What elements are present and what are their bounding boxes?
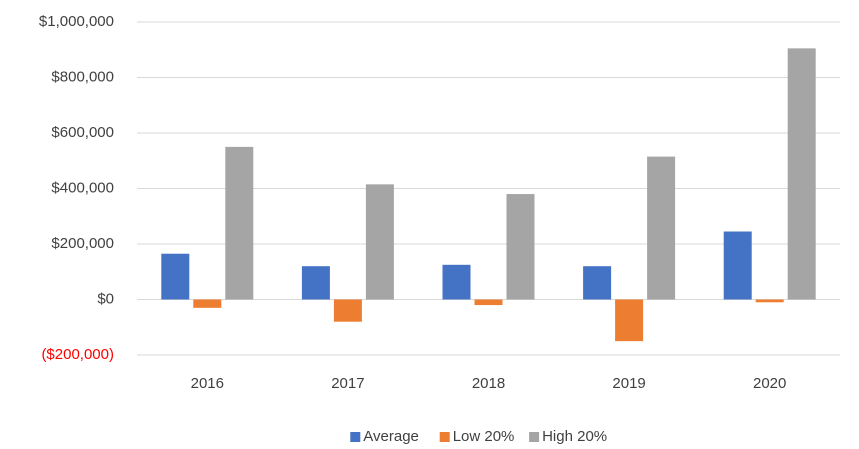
bar — [442, 264, 471, 300]
bar — [615, 299, 644, 342]
bar — [161, 253, 190, 300]
bar — [474, 299, 503, 306]
y-tick-label: $200,000 — [51, 235, 114, 252]
legend-label: Low 20% — [453, 428, 515, 445]
bar — [647, 156, 676, 300]
x-tick-label: 2018 — [472, 375, 505, 392]
legend-label: High 20% — [542, 428, 607, 445]
bar — [365, 184, 394, 300]
bar — [787, 48, 816, 300]
x-tick-label: 2020 — [753, 375, 786, 392]
bar — [506, 194, 535, 300]
bar — [333, 299, 362, 322]
bar — [301, 266, 330, 300]
bar — [225, 146, 254, 300]
x-tick-label: 2019 — [612, 375, 645, 392]
y-tick-label: $800,000 — [51, 68, 114, 85]
y-tick-label: $400,000 — [51, 179, 114, 196]
bar — [755, 299, 784, 303]
y-tick-label: $0 — [97, 290, 114, 307]
legend-swatch — [529, 432, 540, 442]
x-tick-label: 2016 — [191, 375, 224, 392]
legend-label: Average — [363, 428, 419, 445]
y-tick-label: ($200,000) — [41, 346, 114, 363]
legend-swatch — [350, 432, 361, 442]
bar — [583, 266, 612, 300]
x-tick-label: 2017 — [331, 375, 364, 392]
y-tick-label: $600,000 — [51, 124, 114, 141]
bar — [723, 231, 752, 300]
y-tick-label: $1,000,000 — [39, 13, 114, 30]
bar — [193, 299, 222, 308]
legend-swatch — [439, 432, 450, 442]
